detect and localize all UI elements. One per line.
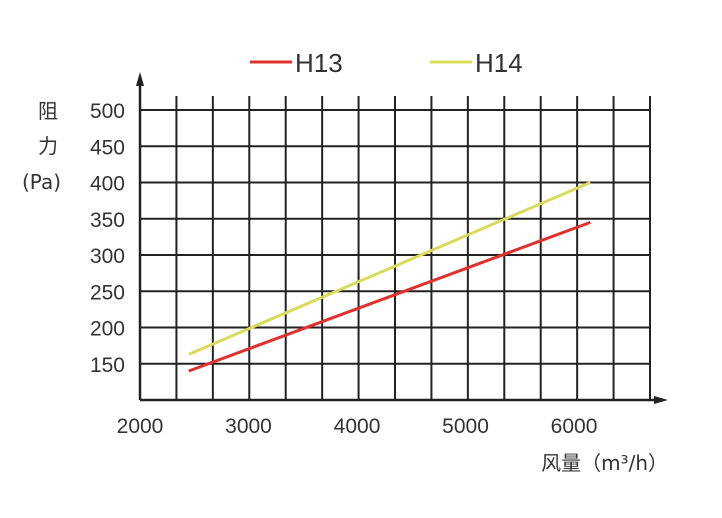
x-tick-label: 5000	[442, 415, 489, 438]
y-axis-title-line: 阻	[38, 99, 58, 123]
legend-label-h14: H14	[475, 48, 523, 78]
y-axis-title-line: 力	[38, 134, 58, 158]
x-tick-label: 4000	[334, 415, 381, 438]
x-tick-label: 6000	[551, 415, 598, 438]
y-tick-label: 250	[90, 281, 125, 304]
grid-lines	[140, 96, 651, 400]
x-tick-label: 2000	[117, 415, 164, 438]
legend: H13 H14	[250, 48, 523, 78]
y-axis-arrow-icon	[136, 72, 144, 86]
y-tick-label: 350	[90, 209, 125, 232]
series-line-h14	[188, 181, 591, 356]
series-line-h13	[188, 220, 591, 373]
y-tick-label: 200	[90, 318, 125, 341]
y-tick-label: 500	[90, 100, 125, 123]
y-tick-label: 450	[90, 136, 125, 159]
y-tick-label: 400	[90, 173, 125, 196]
legend-label-h13: H13	[295, 48, 343, 78]
axis-titles: 阻力 (Pa) 风量（m³/h）	[22, 99, 668, 475]
y-tick-label: 150	[90, 354, 125, 377]
x-tick-labels: 2000 3000 4000 5000 6000	[117, 415, 598, 438]
x-axis-arrow-icon	[654, 396, 668, 404]
y-axis-title-line: (Pa)	[22, 170, 61, 194]
axes	[136, 72, 668, 404]
x-tick-label: 3000	[225, 415, 272, 438]
series-lines	[188, 181, 591, 373]
y-tick-labels: 150 200 250 300 350 400 450 500	[90, 100, 125, 377]
y-tick-label: 300	[90, 245, 125, 268]
x-axis-title: 风量（m³/h）	[541, 451, 668, 475]
